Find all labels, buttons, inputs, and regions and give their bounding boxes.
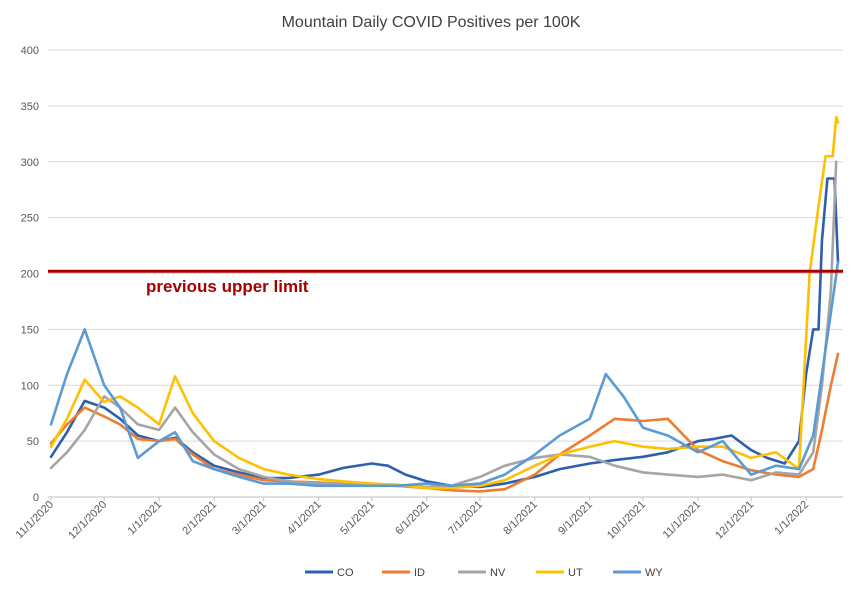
x-tick-label: 10/1/2021 [605,499,648,542]
x-tick-label: 1/1/2021 [125,499,164,538]
legend-label-ut: UT [568,567,583,579]
x-tick-label: 3/1/2021 [230,499,269,538]
x-tick-label: 7/1/2021 [446,499,485,538]
y-tick-label: 350 [21,101,39,113]
series-line-nv [49,160,838,489]
y-tick-label: 100 [21,380,39,392]
legend: CO ID NV UT WY [305,567,663,579]
y-tick-label: 150 [21,324,39,336]
x-tick-label: 12/1/2021 [713,499,756,542]
series-line-id [49,352,840,493]
y-tick-label: 0 [33,492,39,504]
x-tick-label: 12/1/2020 [66,499,109,542]
x-tick-label: 5/1/2021 [338,499,377,538]
series-lines [49,115,840,493]
x-axis-ticks: 11/1/2020 12/1/2020 1/1/2021 2/1/2021 3/1/20… [14,497,811,542]
y-axis-ticks: 0 50 100 150 200 250 300 350 400 [21,45,39,504]
x-tick-label: 11/1/2021 [661,499,704,542]
x-tick-label: 6/1/2021 [393,499,432,538]
x-tick-label: 4/1/2021 [285,499,324,538]
x-tick-label: 9/1/2021 [556,499,595,538]
x-tick-label: 8/1/2021 [501,499,540,538]
gridlines [48,49,843,498]
upper-limit-annotation: previous upper limit [48,269,843,296]
upper-limit-label: previous upper limit [146,277,309,296]
y-tick-label: 300 [21,157,39,169]
y-tick-label: 250 [21,213,39,225]
legend-label-id: ID [414,567,425,579]
x-tick-label: 1/1/2022 [772,499,811,538]
y-tick-label: 50 [27,436,39,448]
series-line-wy [49,261,840,488]
x-tick-label: 11/1/2020 [14,499,57,542]
y-tick-label: 400 [21,45,39,57]
y-tick-label: 200 [21,269,39,281]
x-tick-label: 2/1/2021 [180,499,219,538]
legend-label-wy: WY [645,567,663,579]
chart-title: Mountain Daily COVID Positives per 100K [282,14,581,31]
legend-label-co: CO [337,567,354,579]
series-line-ut [49,115,840,490]
legend-label-nv: NV [490,567,506,579]
